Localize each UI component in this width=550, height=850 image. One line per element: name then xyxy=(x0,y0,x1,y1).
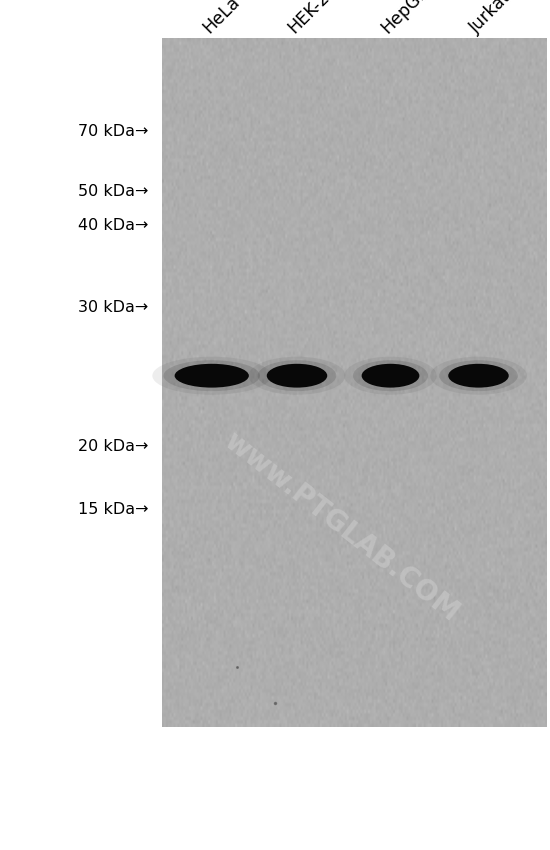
Ellipse shape xyxy=(267,364,327,388)
Text: 15 kDa→: 15 kDa→ xyxy=(78,502,148,518)
Text: HepG2: HepG2 xyxy=(378,0,433,37)
Text: 30 kDa→: 30 kDa→ xyxy=(78,300,148,315)
Text: 70 kDa→: 70 kDa→ xyxy=(78,124,148,139)
Ellipse shape xyxy=(430,357,527,394)
Ellipse shape xyxy=(152,357,271,394)
Ellipse shape xyxy=(257,360,336,391)
Text: 40 kDa→: 40 kDa→ xyxy=(78,218,148,233)
Bar xyxy=(162,38,547,727)
Text: Jurkat: Jurkat xyxy=(466,0,514,37)
Text: www.PTGLAB.COM: www.PTGLAB.COM xyxy=(218,427,464,627)
Ellipse shape xyxy=(249,357,345,394)
Ellipse shape xyxy=(344,357,437,394)
Ellipse shape xyxy=(448,364,509,388)
Ellipse shape xyxy=(362,364,419,388)
Ellipse shape xyxy=(175,364,249,388)
Ellipse shape xyxy=(439,360,518,391)
Text: 20 kDa→: 20 kDa→ xyxy=(78,439,148,454)
Ellipse shape xyxy=(353,360,428,391)
Text: HeLa: HeLa xyxy=(199,0,243,37)
Text: HEK-293: HEK-293 xyxy=(284,0,349,37)
Ellipse shape xyxy=(163,360,260,391)
Text: 50 kDa→: 50 kDa→ xyxy=(78,184,148,199)
